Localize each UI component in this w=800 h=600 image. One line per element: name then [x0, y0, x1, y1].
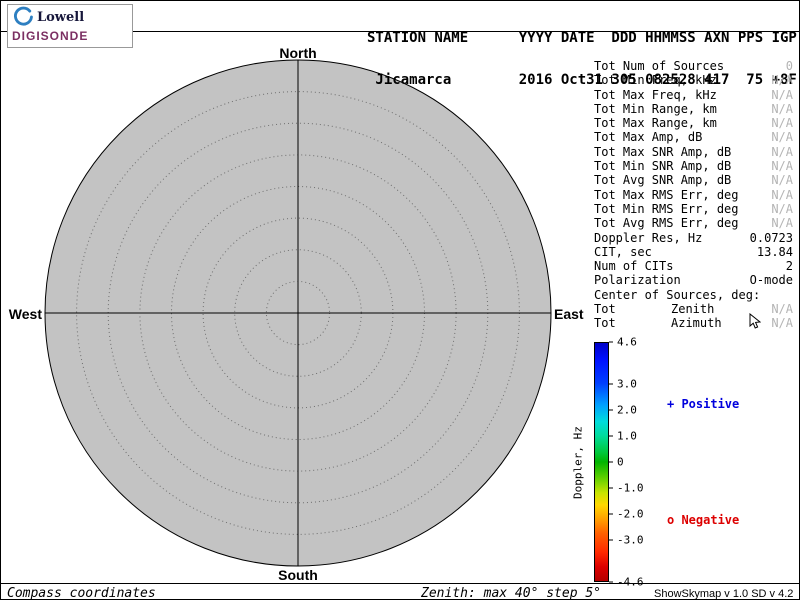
- stat-row: Tot Min SNR Amp, dB N/A: [594, 159, 793, 174]
- stat-row: Tot Min RMS Err, deg N/A: [594, 201, 793, 216]
- stat-row: Tot Max SNR Amp, dB N/A: [594, 144, 793, 159]
- stat-row: Tot Max Amp, dB N/A: [594, 130, 793, 145]
- stat-row: Num of CITs 2: [594, 259, 793, 274]
- header-divider: [1, 31, 799, 32]
- stat-row: Tot Num of Sources 0: [594, 59, 793, 73]
- colorbar-tick: 4.6: [609, 336, 637, 349]
- colorbar-tick: -4.6: [609, 576, 644, 589]
- colorbar-tick: -2.0: [609, 508, 644, 521]
- compass-label-east: East: [554, 306, 584, 322]
- colorbar-tick: -1.0: [609, 482, 644, 495]
- header-column-values: Jicamarca 2016 Oct31 305 082528 417 75 +…: [367, 72, 797, 88]
- stat-row: Tot Max RMS Err, deg N/A: [594, 187, 793, 202]
- stat-row: Tot Azimuth N/A: [594, 316, 793, 331]
- footer-coordinates-label: Compass coordinates: [7, 586, 156, 600]
- stat-row: Polarization O-mode: [594, 273, 793, 288]
- stat-row: Tot Max Range, km N/A: [594, 116, 793, 131]
- stats-panel: Tot Num of Sources 0 Tot Min Freq, kHz N/A…: [594, 59, 793, 331]
- header-column-titles: STATION NAME YYYY DATE DDD HHMMSS AXN PP…: [367, 30, 797, 46]
- colorbar-axis-title: Doppler, Hz: [571, 426, 585, 499]
- mouse-cursor-icon: [749, 313, 761, 329]
- stat-row: Tot Avg RMS Err, deg N/A: [594, 216, 793, 231]
- stat-row: Tot Max Freq, kHz N/A: [594, 87, 793, 102]
- legend-negative: o Negative: [667, 513, 740, 527]
- footer-zenith-info: Zenith: max 40° step 5°: [421, 586, 602, 600]
- stat-row: Center of Sources, deg:: [594, 287, 761, 302]
- compass-label-west: West: [8, 306, 42, 322]
- colorbar-tick: -3.0: [609, 534, 644, 547]
- stat-row: Tot Avg SNR Amp, dB N/A: [594, 173, 793, 188]
- lowell-digisonde-logo: Lowell DIGISONDE: [7, 4, 133, 48]
- footer-divider: [1, 583, 799, 584]
- stat-row: Tot Min Freq, kHz N/A: [594, 73, 793, 88]
- compass-label-north: North: [279, 45, 317, 61]
- legend-positive: + Positive: [667, 397, 740, 411]
- colorbar-tick: 0: [609, 456, 624, 469]
- logo-lowell-text: Lowell: [37, 9, 85, 25]
- colorbar-tick: 3.0: [609, 377, 637, 390]
- colorbar-tick: 1.0: [609, 429, 637, 442]
- compass-label-south: South: [278, 567, 318, 583]
- colorbar-gradient: [594, 342, 609, 582]
- skymap-polar-plot: [44, 59, 552, 567]
- colorbar-tick: 2.0: [609, 403, 637, 416]
- logo-digisonde-text: DIGISONDE: [12, 29, 89, 43]
- stat-row: Tot Min Range, km N/A: [594, 101, 793, 116]
- lowell-swoosh-icon: [14, 6, 33, 26]
- doppler-colorbar: 4.6 3.0 2.0 1.0 0 -1.0 -2.0 -3.0 -4.6: [594, 336, 644, 589]
- stat-row: Tot Zenith N/A: [594, 302, 793, 317]
- footer-version-info: ShowSkymap v 1.0 SD v 4.2: [654, 588, 794, 600]
- header-station-info: STATION NAME YYYY DATE DDD HHMMSS AXN PP…: [367, 3, 797, 115]
- stat-row: CIT, sec 13.84: [594, 244, 793, 259]
- stat-row: Doppler Res, Hz 0.0723: [594, 230, 793, 245]
